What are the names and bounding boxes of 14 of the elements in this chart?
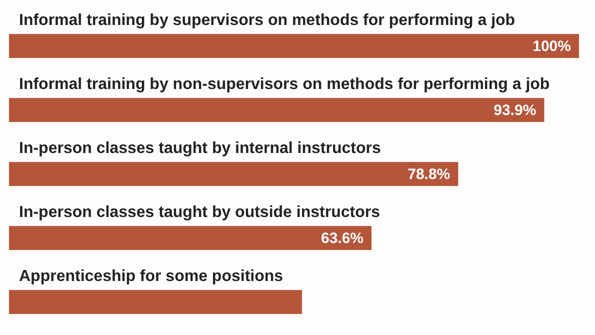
- bar: [9, 98, 544, 122]
- y-tick-label: Informal training by supervisors on methods for performing a job: [19, 12, 516, 29]
- bar: [9, 290, 302, 314]
- y-tick-label: Informal training by non-supervisors on methods for performing a job: [19, 76, 550, 93]
- y-tick-label: In-person classes taught by internal instructors: [19, 140, 381, 157]
- bar: [9, 226, 372, 250]
- data-label: 63.6%: [320, 230, 364, 247]
- bar: [9, 162, 458, 186]
- y-tick-label: Apprenticeship for some positions: [19, 268, 284, 285]
- y-tick-label: In-person classes taught by outside instructors: [19, 204, 380, 221]
- bar: [9, 34, 579, 58]
- data-label: 78.8%: [408, 166, 450, 183]
- data-label: 93.9%: [494, 102, 536, 119]
- data-label: 100%: [532, 38, 571, 55]
